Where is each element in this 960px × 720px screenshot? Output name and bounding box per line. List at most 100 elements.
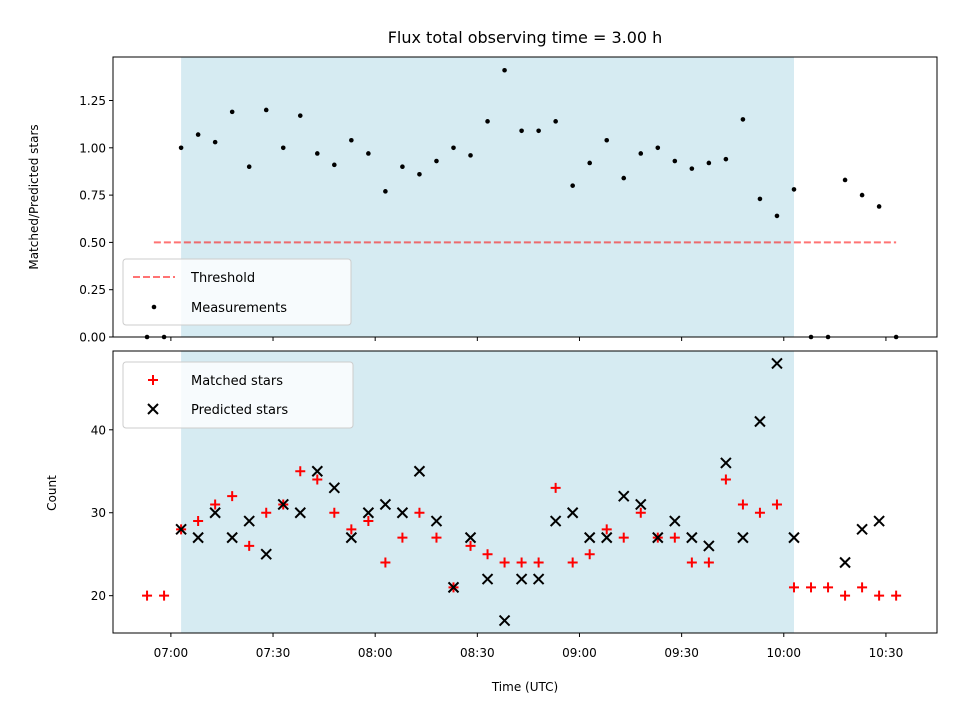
top-series0-point-21 xyxy=(502,67,507,73)
top-series0-point-8 xyxy=(280,145,286,151)
bottom-series1-point-32 xyxy=(720,457,732,469)
bottom-series0-point-21 xyxy=(499,557,510,568)
bottom-legend-matched-label: Matched stars xyxy=(191,374,283,389)
top-series0-point-17 xyxy=(434,158,439,164)
top-series0-point-25 xyxy=(570,183,575,188)
top-series0-point-32 xyxy=(689,166,695,171)
bottom-series0-point-32 xyxy=(686,557,697,568)
x-axis-label: Time (UTC) xyxy=(491,680,558,694)
bottom-y-tick-label-1: 30 xyxy=(91,506,106,520)
top-series0-point-26 xyxy=(587,160,592,166)
bottom-series1-point-35 xyxy=(771,357,783,370)
bottom-series1-point-33 xyxy=(737,531,749,544)
bottom-series0-point-15 xyxy=(397,532,408,543)
bottom-y-tick-label-2: 40 xyxy=(91,423,106,437)
bottom-series1-point-38 xyxy=(856,523,868,536)
bottom-series0-point-7 xyxy=(261,507,272,518)
bottom-series0-point-26 xyxy=(584,549,595,560)
top-series0-point-20 xyxy=(485,119,490,124)
bottom-series0-point-42 xyxy=(857,582,868,593)
bottom-series0-point-36 xyxy=(754,507,765,518)
top-y-tick-label-4: 1.00 xyxy=(79,141,106,155)
bottom-series1-point-0 xyxy=(175,523,187,536)
bottom-series0-point-3 xyxy=(193,516,204,527)
bottom-series1-point-17 xyxy=(464,531,477,544)
chart-title: Flux total observing time = 3.00 h xyxy=(388,28,663,47)
bottom-series0-point-10 xyxy=(312,474,323,485)
bottom-series0-point-28 xyxy=(618,532,629,543)
bottom-series0-point-5 xyxy=(227,491,238,502)
top-series0-point-24 xyxy=(553,119,558,124)
bottom-series1-point-16 xyxy=(447,581,460,594)
bottom-series0-point-1 xyxy=(159,590,170,601)
bottom-series1-point-26 xyxy=(618,490,630,502)
top-series0-point-38 xyxy=(791,187,797,192)
bottom-series1-point-1 xyxy=(192,531,204,544)
top-y-tick-label-1: 0.25 xyxy=(79,283,106,297)
bottom-series1-point-28 xyxy=(652,531,664,544)
bottom-legend: Matched stars Predicted stars xyxy=(122,361,354,429)
top-legend-box xyxy=(122,258,352,326)
bottom-series0-point-40 xyxy=(823,582,834,593)
top-series0-point-42 xyxy=(859,192,865,198)
bottom-series1-point-25 xyxy=(601,531,613,544)
top-legend-measurements-swatch xyxy=(151,304,157,310)
bottom-series0-point-6 xyxy=(244,540,255,551)
bottom-y-tick-label-0: 20 xyxy=(91,589,106,603)
bottom-series0-point-24 xyxy=(550,482,561,493)
top-panel: 0.00 0.25 0.50 0.75 1.00 1.25 Threshold Measure… xyxy=(79,56,938,345)
top-series0-point-31 xyxy=(672,158,678,164)
top-y-tick-label-3: 0.75 xyxy=(79,189,106,203)
bottom-series1-point-15 xyxy=(430,515,443,527)
top-series0-point-13 xyxy=(366,151,371,156)
bottom-series1-point-34 xyxy=(754,415,766,428)
top-series0-point-28 xyxy=(621,175,627,181)
top-series0-point-18 xyxy=(451,145,456,151)
bottom-x-tick-label-0: 07:00 xyxy=(154,646,189,660)
top-series0-point-12 xyxy=(349,137,354,143)
bottom-series0-point-29 xyxy=(635,507,646,518)
top-series0-point-15 xyxy=(400,164,405,170)
bottom-series1-point-31 xyxy=(703,540,715,552)
bottom-x-tick-label-2: 08:00 xyxy=(358,646,393,660)
bottom-series0-point-33 xyxy=(703,557,714,568)
bottom-series1-point-9 xyxy=(328,482,341,494)
bottom-series0-point-11 xyxy=(329,507,340,518)
bottom-series1-point-13 xyxy=(396,507,409,519)
bottom-series1-point-7 xyxy=(294,507,306,519)
bottom-x-tick-label-3: 08:30 xyxy=(460,646,495,660)
bottom-series0-point-9 xyxy=(295,466,306,477)
bottom-series0-point-35 xyxy=(737,499,748,510)
bottom-series1-point-3 xyxy=(226,531,238,544)
bottom-series0-point-4 xyxy=(210,499,221,510)
bottom-series0-point-22 xyxy=(516,557,527,568)
bottom-legend-matched-swatch xyxy=(148,375,158,385)
y-axis-label-bottom: Count xyxy=(45,475,59,511)
bottom-series0-point-17 xyxy=(431,532,442,543)
bottom-legend-predicted-label: Predicted stars xyxy=(191,403,288,418)
top-y-tick-label-5: 1.25 xyxy=(79,94,106,108)
top-series0-point-30 xyxy=(655,145,661,151)
bottom-x-tick-label-1: 07:30 xyxy=(256,646,291,660)
top-series0-point-41 xyxy=(842,177,848,183)
bottom-series0-point-34 xyxy=(720,474,731,485)
top-series0-point-6 xyxy=(246,164,252,170)
bottom-series1-point-14 xyxy=(413,465,426,477)
bottom-series1-point-4 xyxy=(243,515,255,527)
bottom-series0-point-25 xyxy=(567,557,578,568)
top-series0-point-3 xyxy=(195,132,201,137)
bottom-series0-point-0 xyxy=(142,590,153,601)
bottom-series0-point-44 xyxy=(891,590,902,601)
top-series0-point-2 xyxy=(178,145,184,151)
top-series0-point-11 xyxy=(332,162,337,168)
top-legend-threshold-label: Threshold xyxy=(190,271,255,286)
top-series0-point-7 xyxy=(263,107,269,113)
top-series0-point-37 xyxy=(774,213,780,219)
bottom-series0-point-31 xyxy=(669,532,680,543)
bottom-x-tick-label-5: 09:30 xyxy=(664,646,699,660)
bottom-series1-point-8 xyxy=(311,465,324,477)
bottom-series1-point-6 xyxy=(277,498,289,511)
bottom-series0-point-39 xyxy=(806,582,817,593)
bottom-series1-point-39 xyxy=(873,515,885,527)
